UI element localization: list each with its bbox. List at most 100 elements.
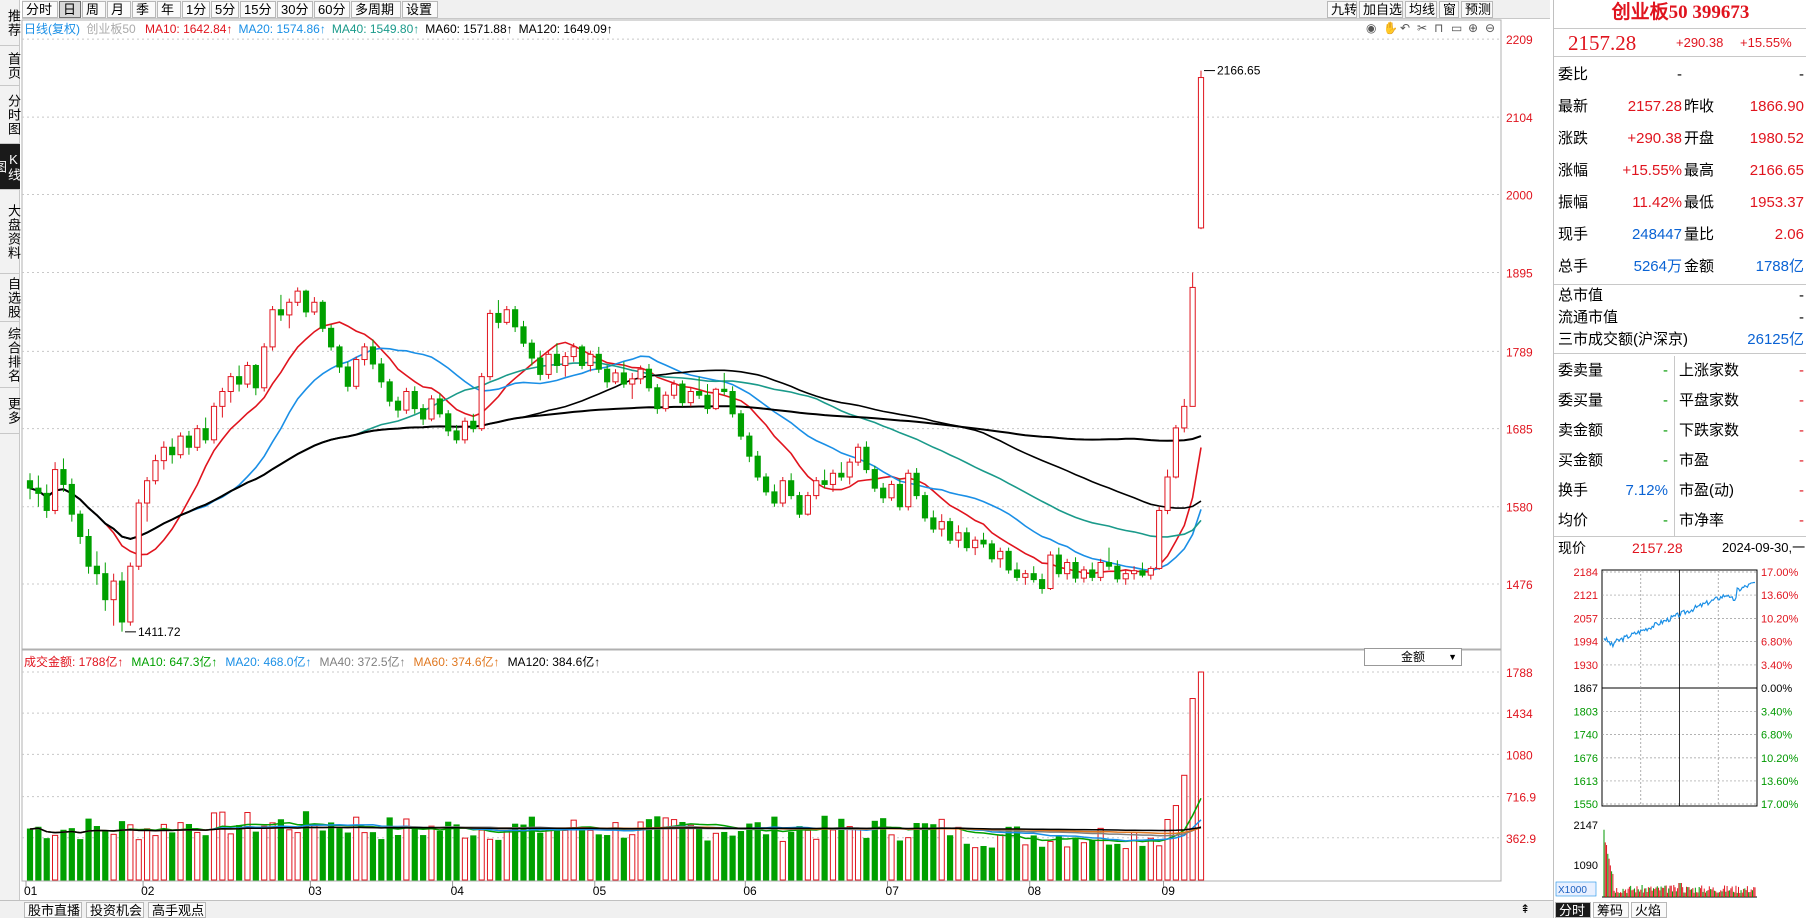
volume-bar: [1022, 844, 1029, 881]
quote-label: 最新: [1558, 98, 1589, 115]
bottom-tab[interactable]: 投资机会: [86, 902, 144, 918]
undo-icon[interactable]: ↶: [1400, 21, 1411, 35]
intraday-tick-label: 1740: [1574, 729, 1598, 741]
intraday-tab[interactable]: 火焰: [1631, 902, 1667, 918]
period-tab[interactable]: 15分: [240, 1, 276, 18]
quote-change-pct: +15.55%: [1740, 35, 1792, 50]
volume-bar: [1189, 698, 1196, 881]
period-tab[interactable]: 周: [82, 1, 106, 18]
candle-body: [520, 326, 527, 344]
candle-body: [1055, 554, 1062, 575]
quote-price: 2157.28: [1568, 31, 1637, 55]
volume-bar: [420, 835, 427, 881]
period-tab[interactable]: 月: [107, 1, 131, 18]
period-tab[interactable]: 年: [157, 1, 181, 18]
period-tab[interactable]: 分时: [22, 1, 58, 18]
intraday-tab[interactable]: 筹码: [1593, 902, 1629, 918]
trash-icon[interactable]: ▭: [1451, 21, 1463, 35]
volume-bar: [913, 823, 920, 881]
toolbar-button[interactable]: 九转: [1327, 1, 1357, 18]
hand-icon[interactable]: ✋: [1383, 21, 1398, 35]
price-tick-label: 1789: [1506, 345, 1533, 359]
volume-bar: [595, 834, 602, 881]
left-nav-item[interactable]: 综合排名: [0, 322, 21, 388]
volume-bar: [1030, 835, 1037, 881]
volume-bar: [152, 835, 159, 881]
period-tab[interactable]: 30分: [277, 1, 313, 18]
zoom-in-icon[interactable]: ⊕: [1468, 21, 1479, 35]
candle-body: [854, 446, 862, 463]
intraday-tab[interactable]: 分时: [1555, 902, 1591, 918]
quote-value: 1980.52: [1749, 130, 1804, 147]
volume-bar: [1156, 845, 1163, 881]
toolbar-button[interactable]: 均线: [1405, 1, 1437, 18]
volume-bar: [930, 824, 937, 881]
volume-indicator-select[interactable]: 金额 ▼: [1364, 648, 1462, 666]
candle-body: [85, 535, 92, 567]
left-nav: 推荐首页分时图K线图大盘资料自选股综合排名更多: [0, 0, 21, 900]
kline-chart[interactable]: 2209 2104 2000 1895 1789 1685 1580 1476 2166.65 1…: [0, 0, 1553, 900]
breadth-value: -: [1799, 392, 1804, 409]
legend-ma-item: MA120: 1649.09↑: [518, 22, 613, 36]
volume-bar: [302, 811, 310, 881]
candle-body: [294, 290, 301, 303]
candle-body: [537, 357, 544, 375]
lock-icon[interactable]: ⊓: [1434, 21, 1444, 35]
left-nav-item[interactable]: 分时图: [0, 86, 21, 144]
candle-body: [152, 460, 159, 482]
volume-bar: [679, 821, 686, 881]
legend-ma-item: MA20: 1574.86↑: [238, 22, 326, 36]
bottom-tab[interactable]: 高手观点: [148, 902, 206, 918]
period-tab[interactable]: 季: [132, 1, 156, 18]
price-tick-label: 2000: [1506, 188, 1533, 202]
volume-bar: [938, 818, 945, 881]
zoom-out-icon[interactable]: ⊖: [1485, 21, 1496, 35]
volume-bar: [771, 816, 778, 881]
left-nav-item[interactable]: 推荐: [0, 0, 21, 46]
candle-body: [286, 301, 293, 316]
period-tab[interactable]: 日: [59, 1, 81, 18]
left-nav-item[interactable]: 大盘资料: [0, 190, 21, 274]
volume-bar: [486, 838, 494, 881]
toolbar-button[interactable]: 加自选: [1359, 1, 1403, 18]
intraday-pct-label: 0.00%: [1761, 683, 1792, 695]
quote-label: 现手: [1558, 226, 1589, 243]
ma120-line: [29, 405, 1202, 540]
period-tab[interactable]: 多周期: [351, 1, 401, 18]
scroll-top-icon[interactable]: ⇞: [1520, 902, 1531, 916]
period-tab[interactable]: 60分: [314, 1, 350, 18]
bottom-tab[interactable]: 股市直播: [24, 902, 82, 918]
quote-value: -: [1677, 66, 1682, 83]
toolbar-button[interactable]: 窗: [1439, 1, 1459, 18]
breadth-value: -: [1663, 452, 1668, 469]
candle-body: [1030, 573, 1037, 581]
period-tab[interactable]: 设置: [402, 1, 438, 18]
intraday-tick-label: 1930: [1574, 660, 1598, 672]
period-tab[interactable]: 5分: [211, 1, 239, 18]
volume-legend: 成交金额: 1788亿↑ MA10: 647.3亿↑ MA20: 468.0亿↑ MA…: [24, 653, 608, 669]
toolbar-button[interactable]: 预测: [1461, 1, 1493, 18]
candle-body: [545, 353, 552, 375]
breadth-label: 换手: [1558, 482, 1589, 499]
volume-bar: [378, 839, 385, 881]
breadth-value: -: [1799, 512, 1804, 529]
candle-body: [461, 420, 469, 441]
period-tab[interactable]: 1分: [182, 1, 210, 18]
left-nav-item[interactable]: 更多: [0, 388, 21, 434]
candle-body: [1013, 569, 1021, 578]
volume-bar: [729, 835, 736, 881]
volume-bar: [620, 837, 627, 881]
left-nav-item[interactable]: 首页: [0, 46, 21, 86]
left-nav-item[interactable]: 自选股: [0, 274, 21, 322]
candle-body: [227, 376, 234, 393]
candle-body: [796, 495, 803, 515]
scissors-icon[interactable]: ✂: [1417, 21, 1428, 35]
candle-body: [495, 312, 502, 323]
candle-body: [821, 480, 828, 485]
left-nav-item[interactable]: K线图: [0, 144, 21, 190]
volume-bar: [921, 823, 929, 881]
intraday-chart[interactable]: 2184 17.00% 2121 13.60% 2057 10.20% 1994 6.80% 1…: [1554, 560, 1806, 900]
candle-body: [779, 480, 786, 504]
volume-bar: [1164, 819, 1171, 881]
eye-icon[interactable]: ◉: [1366, 21, 1377, 35]
